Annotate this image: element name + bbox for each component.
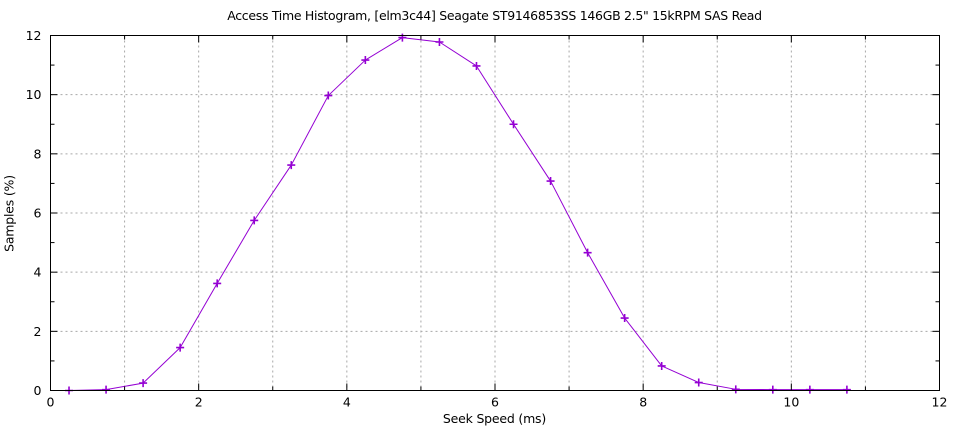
y-tick-label: 2 [34,324,42,339]
y-tick-label: 10 [26,87,42,102]
chart-title: Access Time Histogram, [elm3c44] Seagate… [227,8,762,23]
data-point-marker [546,177,555,186]
grid-lines [50,35,940,391]
x-tick-label: 12 [932,395,948,410]
y-tick-label: 12 [26,28,42,43]
data-point-marker [694,378,703,387]
data-point-marker [250,216,259,225]
y-axis-label: Samples (%) [1,175,17,252]
y-tick-label: 0 [34,383,42,398]
data-point-marker [361,56,370,65]
data-point-marker [213,279,222,288]
data-point-marker [435,38,444,47]
data-point-marker [805,385,814,394]
data-series [65,33,851,395]
data-point-marker [398,33,407,42]
data-point-marker [657,361,666,370]
y-tick-label: 6 [34,206,42,221]
data-line [69,37,847,391]
x-tick-label: 4 [343,395,351,410]
data-point-marker [324,91,333,100]
x-axis-label: Seek Speed (ms) [442,411,547,426]
x-tick-label: 0 [47,395,55,410]
data-point-marker [472,61,481,70]
x-tick-label: 10 [783,395,799,410]
axes [50,35,940,391]
data-point-marker [583,248,592,257]
x-tick-label: 8 [639,395,647,410]
data-point-marker [139,379,148,388]
x-tick-label: 6 [491,395,499,410]
y-tick-label: 4 [34,265,42,280]
data-point-marker [102,385,111,394]
tick-labels: 0 2 4 6 8 10 12 0 2 4 6 8 10 12 [26,28,948,410]
data-point-marker [287,161,296,170]
data-point-marker [620,314,629,323]
data-point-marker [731,385,740,394]
data-point-marker [768,385,777,394]
x-tick-label: 2 [195,395,203,410]
data-point-marker [509,120,518,129]
data-point-marker [842,385,851,394]
data-point-marker [176,343,185,352]
y-tick-label: 8 [34,146,42,161]
